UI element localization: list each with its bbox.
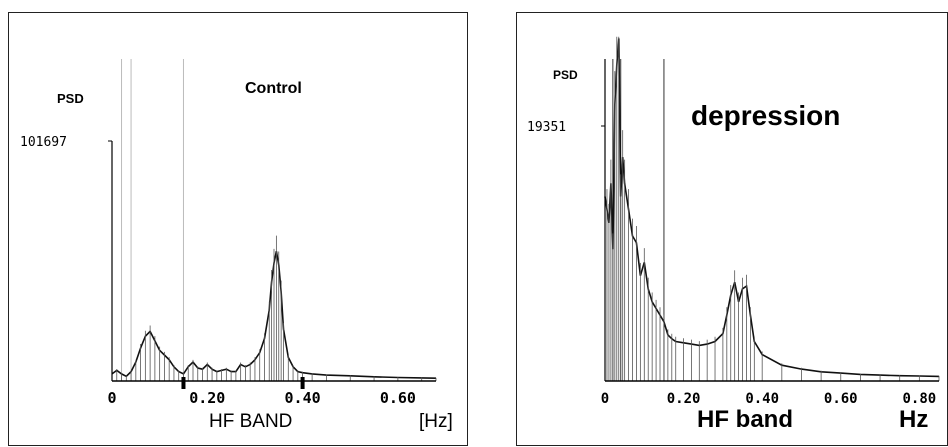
x-tick-label: 0.40 [745,391,779,407]
depression-chart: PSD depression 19351 HF band Hz 0 0.20 0.4… [527,36,940,433]
x-tick-label: 0.20 [667,391,701,407]
x-axis-label: HF BAND [209,411,292,432]
x-axis-label: HF band [697,406,793,433]
x-tick-label: 0 [601,391,609,407]
psd-label: PSD [553,68,578,82]
hf-band-marker [300,377,305,389]
chart-title: depression [691,100,840,131]
y-tick-label: 101697 [20,135,67,150]
control-chart-panel: PSD Control 101697 HF BAND [Hz] 0 0.20 0.4… [8,12,468,446]
hf-band-marker [181,377,186,389]
x-tick-label: 0.60 [824,391,858,407]
psd-label: PSD [57,91,84,106]
depression-chart-panel: PSD depression 19351 HF band Hz 0 0.20 0.4… [516,12,948,446]
x-unit-label: [Hz] [419,411,453,432]
x-tick-label: 0.80 [902,391,936,407]
x-unit-label: Hz [899,406,928,433]
x-tick-label: 0 [107,389,116,407]
x-tick-label: 0.20 [189,389,225,407]
psd-series-line [604,38,940,378]
y-tick-label: 19351 [527,120,566,135]
x-tick-label: 0.40 [285,389,321,407]
control-chart: PSD Control 101697 HF BAND [Hz] 0 0.20 0.4… [20,59,453,432]
chart-title: Control [245,80,302,97]
x-tick-label: 0.60 [380,389,416,407]
